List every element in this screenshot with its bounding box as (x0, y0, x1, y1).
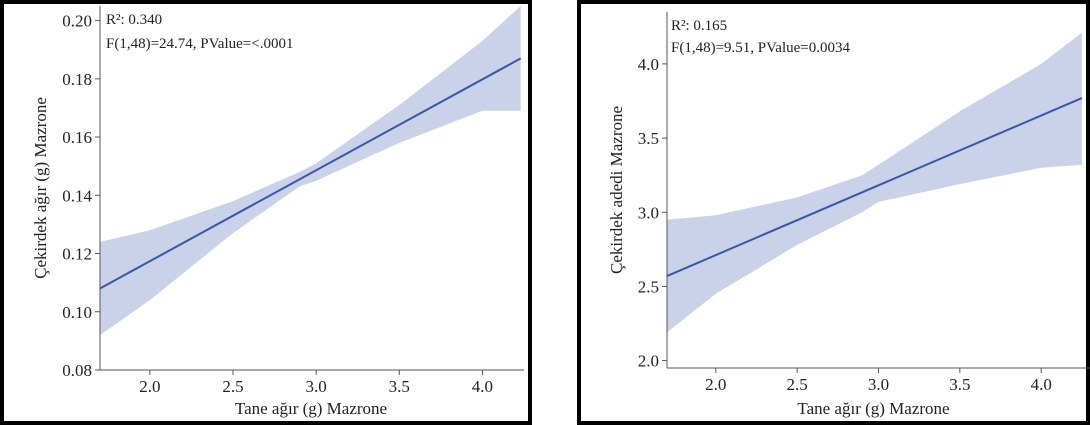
y-tick-label: 0.08 (62, 361, 92, 380)
regression-line (99, 57, 522, 290)
x-tick-label: 2.5 (787, 375, 808, 394)
x-tick-label: 2.5 (222, 377, 243, 396)
y-tick-label: 4.0 (638, 55, 659, 74)
f-test-annotation: F(1,48)=9.51, PValue=0.0034 (671, 40, 850, 56)
y-tick-label: 3.0 (638, 203, 659, 222)
y-tick-label: 2.5 (638, 277, 659, 296)
confidence-band (100, 6, 521, 336)
x-tick-label: 3.5 (389, 377, 410, 396)
chart-right: 2.0 2.5 3.0 3.5 4.0 2.0 2.5 3.0 3.5 4.0 Tane ağır … (581, 4, 1090, 421)
y-tick-label: 0.18 (62, 70, 92, 89)
chart-left: 0.08 0.10 0.12 0.14 0.16 0.18 0.20 2.0 2.5 3.0 3.5… (4, 4, 528, 421)
y-tick-label: 0.12 (62, 245, 92, 264)
x-axis-label: Tane ağır (g) Mazrone (235, 399, 387, 418)
y-tick-label: 2.0 (638, 352, 659, 371)
y-tick-label: 3.5 (638, 129, 659, 148)
confidence-band (667, 32, 1082, 333)
y-axis-label: Çekirdek adedi Mazrone (607, 106, 626, 274)
x-tick-label: 3.5 (949, 375, 970, 394)
x-tick-label: 4.0 (472, 377, 493, 396)
r-squared-annotation: R²: 0.340 (106, 12, 162, 28)
y-tick-label: 0.14 (62, 186, 92, 205)
x-tick-label: 3.0 (306, 377, 327, 396)
f-test-annotation: F(1,48)=24.74, PValue=<.0001 (106, 36, 293, 52)
y-tick-label: 0.10 (62, 303, 92, 322)
y-tick-label: 0.16 (62, 128, 92, 147)
x-tick-label: 4.0 (1031, 375, 1052, 394)
x-tick-label: 2.0 (139, 377, 160, 396)
x-tick-label: 3.0 (868, 375, 889, 394)
regression-line (666, 97, 1083, 277)
y-axis-label: Çekirdek ağır (g) Mazrone (31, 97, 50, 279)
x-tick-label: 2.0 (705, 375, 726, 394)
r-squared-annotation: R²: 0.165 (671, 18, 727, 34)
x-axis-label: Tane ağır (g) Mazrone (797, 399, 949, 418)
y-tick-label: 0.20 (62, 12, 92, 31)
chart-panel-right: 2.0 2.5 3.0 3.5 4.0 2.0 2.5 3.0 3.5 4.0 Tane ağır … (577, 0, 1090, 425)
chart-panel-left: 0.08 0.10 0.12 0.14 0.16 0.18 0.20 2.0 2.5 3.0 3.5… (0, 0, 532, 425)
